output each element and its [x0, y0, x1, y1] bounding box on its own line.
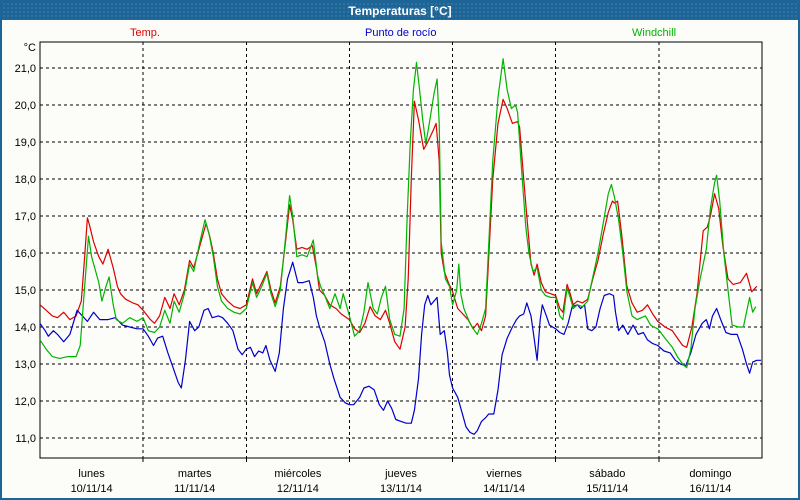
- y-axis-unit-label: °C: [24, 42, 36, 54]
- x-day-name-label: miércoles: [274, 468, 322, 480]
- x-day-name-label: jueves: [384, 468, 417, 480]
- x-date-label: 11/11/14: [174, 483, 215, 495]
- legend-temp-label: Temp.: [130, 27, 160, 39]
- y-tick-label: 19,0: [15, 137, 36, 149]
- y-tick-label: 20,0: [15, 100, 36, 112]
- y-tick-label: 13,0: [15, 359, 36, 371]
- x-day-name-label: domingo: [689, 468, 731, 480]
- series-dewpoint-line: [39, 261, 761, 435]
- y-tick-label: 12,0: [15, 396, 36, 408]
- y-tick-label: 14,0: [15, 322, 36, 334]
- y-tick-label: 16,0: [15, 248, 36, 260]
- x-day-name-label: martes: [178, 468, 212, 480]
- x-date-label: 12/11/14: [277, 483, 319, 495]
- x-day-name-label: lunes: [78, 468, 105, 480]
- x-day-name-label: sábado: [589, 468, 625, 480]
- x-day-name-label: viernes: [486, 468, 522, 480]
- x-date-label: 10/11/14: [71, 483, 113, 495]
- x-date-label: 13/11/14: [380, 483, 422, 495]
- x-date-label: 16/11/14: [689, 483, 731, 495]
- legend-dewpoint-label: Punto de rocío: [365, 27, 437, 39]
- window-title: Temperaturas [°C]: [348, 4, 452, 18]
- y-tick-label: 18,0: [15, 174, 36, 186]
- series-temp-line: [39, 98, 758, 350]
- y-tick-label: 11,0: [15, 433, 36, 445]
- window-titlebar: Temperaturas [°C]: [2, 2, 798, 20]
- series-windchill-line: [39, 58, 757, 369]
- x-date-label: 14/11/14: [483, 483, 525, 495]
- x-date-label: 15/11/14: [586, 483, 628, 495]
- y-tick-label: 17,0: [15, 211, 36, 223]
- plot-frame: [39, 41, 763, 459]
- legend-windchill-label: Windchill: [632, 27, 677, 39]
- y-tick-label: 21,0: [15, 63, 36, 75]
- y-tick-label: 15,0: [15, 285, 36, 297]
